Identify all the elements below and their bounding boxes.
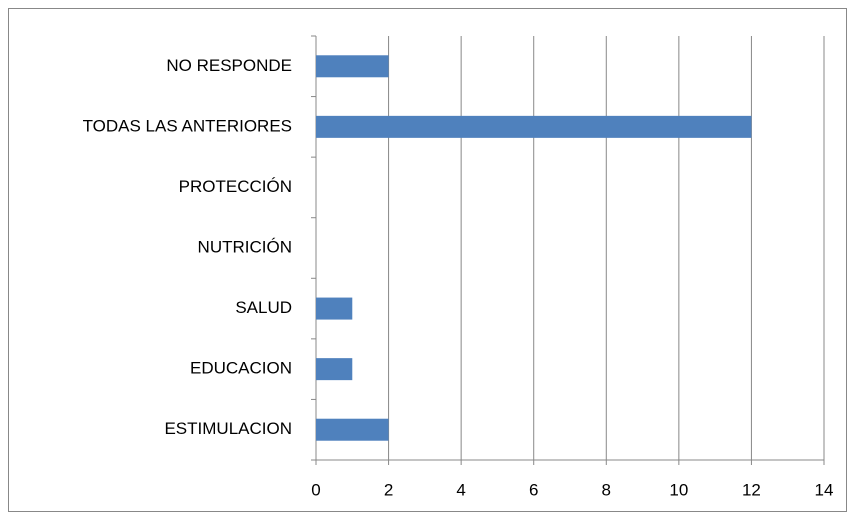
y-tick-label: NUTRICIÓN [198,237,292,256]
y-tick-label: TODAS LAS ANTERIORES [83,116,292,135]
x-tick-label: 2 [384,480,393,499]
x-tick-label: 4 [456,480,465,499]
x-tick-label: 6 [529,480,538,499]
y-tick-label: SALUD [235,298,292,317]
y-tick-label: PROTECCIÓN [179,177,292,196]
x-tick-label: 14 [815,480,834,499]
x-tick-label: 8 [602,480,611,499]
y-tick-label: ESTIMULACION [164,419,292,438]
y-tick-label: EDUCACION [190,359,292,378]
y-tick-label: NO RESPONDE [166,56,292,75]
x-tick-label: 10 [669,480,688,499]
bar [316,418,389,441]
chart-frame [8,8,847,512]
bar [316,115,752,138]
x-tick-label: 0 [311,480,320,499]
bar [316,297,353,320]
x-tick-label: 12 [742,480,761,499]
bar [316,55,389,78]
bar [316,358,353,381]
